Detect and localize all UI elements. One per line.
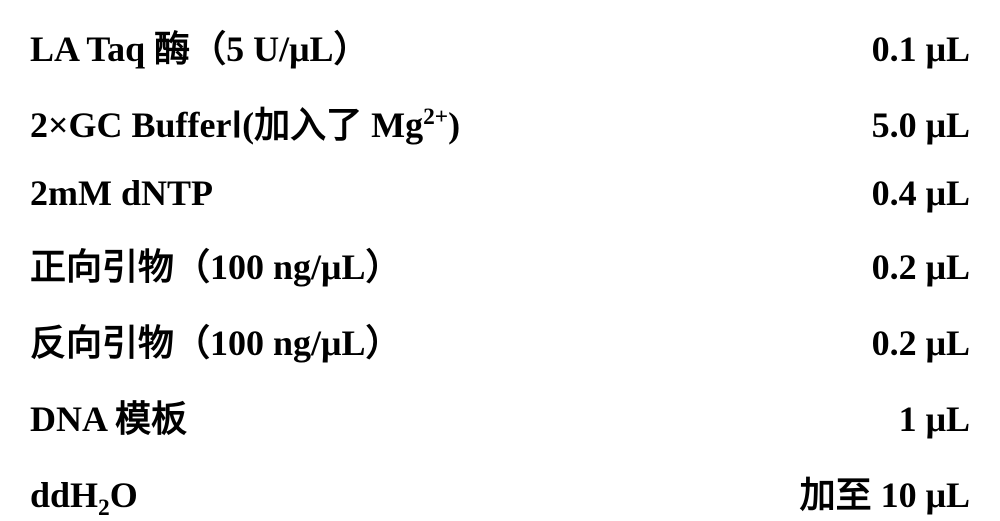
table-row: 反向引物（100 ng/μL） 0.2 μL — [30, 314, 970, 366]
reagent-value: 0.4 μL — [872, 172, 970, 214]
reagent-value: 5.0 μL — [872, 104, 970, 146]
reagent-label: DNA 模板 — [30, 390, 187, 442]
reagent-value: 加至 10 μL — [800, 466, 970, 518]
reagent-label: 反向引物（100 ng/μL） — [30, 314, 401, 366]
reagent-table: LA Taq 酶（5 U/μL） 0.1 μL 2×GC BufferⅠ(加入了 M… — [30, 20, 970, 518]
reagent-value: 1 μL — [899, 398, 970, 440]
table-row: DNA 模板 1 μL — [30, 390, 970, 442]
reagent-label: LA Taq 酶（5 U/μL） — [30, 20, 370, 72]
table-row: 2mM dNTP 0.4 μL — [30, 172, 970, 214]
reagent-label: ddH2O — [30, 474, 138, 516]
table-row: 2×GC BufferⅠ(加入了 Mg2+) 5.0 μL — [30, 96, 970, 148]
reagent-value: 0.2 μL — [872, 246, 970, 288]
reagent-label: 正向引物（100 ng/μL） — [30, 238, 401, 290]
reagent-value: 0.2 μL — [872, 322, 970, 364]
table-row: ddH2O 加至 10 μL — [30, 466, 970, 518]
table-row: 正向引物（100 ng/μL） 0.2 μL — [30, 238, 970, 290]
reagent-label: 2mM dNTP — [30, 172, 213, 214]
reagent-value: 0.1 μL — [872, 28, 970, 70]
reagent-label: 2×GC BufferⅠ(加入了 Mg2+) — [30, 96, 460, 148]
table-row: LA Taq 酶（5 U/μL） 0.1 μL — [30, 20, 970, 72]
